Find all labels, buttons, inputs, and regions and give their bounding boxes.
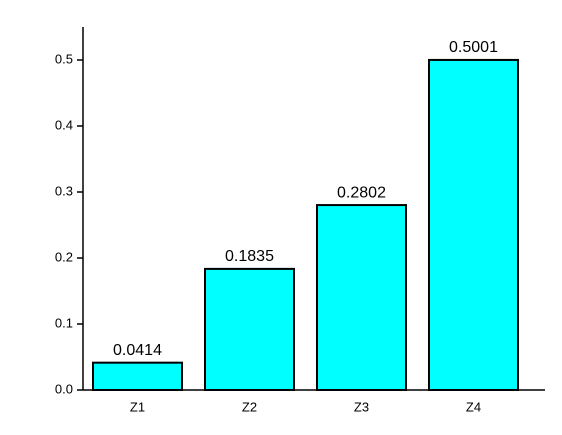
bar [428, 58, 519, 392]
y-tick-label: 0.1 [55, 315, 73, 330]
x-tick-label: Z2 [242, 399, 257, 414]
value-label: 0.1835 [225, 248, 274, 265]
value-label: 0.2802 [337, 184, 386, 201]
y-tick-label: 0.5 [55, 51, 73, 66]
y-tick-label: 0.3 [55, 183, 73, 198]
x-tick-label: Z3 [354, 399, 369, 414]
value-label: 0.5001 [449, 39, 498, 56]
bar [204, 267, 295, 392]
bar [316, 204, 407, 391]
y-tick-label: 0.4 [55, 117, 73, 132]
value-label: 0.0414 [113, 342, 162, 359]
bar [92, 361, 183, 391]
y-tick-label: 0.2 [55, 249, 73, 264]
x-tick-label: Z1 [130, 399, 145, 414]
y-tick-label: 0.0 [55, 381, 73, 396]
x-tick-label: Z4 [466, 399, 481, 414]
